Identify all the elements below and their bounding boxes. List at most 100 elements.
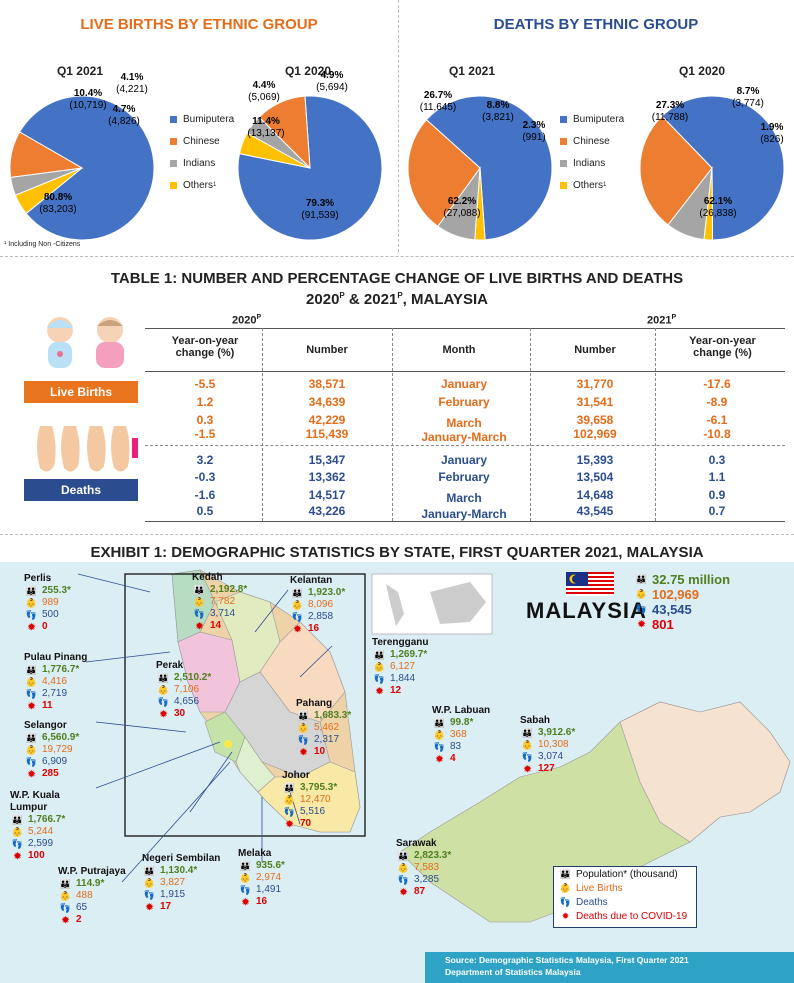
- pie-slice-chinese: [639, 115, 713, 226]
- legend-item-indians: Indians: [170, 152, 234, 174]
- state-deaths-row: 👣 1,915: [142, 889, 220, 901]
- slice-value-label: (83,203): [39, 204, 76, 215]
- table-rule-bottom: [145, 521, 785, 522]
- covid-icon: ✹: [13, 851, 22, 861]
- deaths-cell: 0.9: [708, 488, 726, 502]
- state-deaths-value: 3,285: [414, 874, 440, 885]
- state-name: Pulau Pinang: [24, 652, 88, 663]
- legend-item-chinese: Chinese: [170, 130, 234, 152]
- state-births-row: 👶 10,308: [520, 739, 575, 751]
- state-covid-value: 100: [28, 850, 45, 861]
- state-population-row: 👪 3,795.3*: [282, 782, 337, 794]
- deaths-cell: 14,517: [308, 488, 346, 502]
- state-name: Terengganu: [372, 637, 429, 648]
- state-deaths-row: 👣 500: [24, 609, 71, 621]
- legend-swatch: [170, 181, 177, 189]
- state-births-row: 👶 7,583: [396, 862, 451, 874]
- malaysia-map: [77, 569, 791, 923]
- births-pie-2021: 80.8%(83,203) 10.4%(10,719) 4.1%(4,221) 4.7…: [9, 72, 155, 240]
- state-pahang: Pahang 👪 1,683.3* 👶 5,462 👣 2,317 ✹ 10: [296, 698, 351, 758]
- state-births-value: 19,729: [42, 744, 73, 755]
- state-name: Kelantan: [290, 575, 333, 586]
- baby-icon: 👶: [283, 795, 296, 805]
- deaths-cell: January: [440, 453, 488, 467]
- feet-icon: 👣: [291, 612, 304, 622]
- baby-icon: 👶: [635, 589, 648, 599]
- state-name: Negeri Sembilan: [142, 853, 221, 864]
- map-legend-deaths-label: Deaths: [576, 896, 608, 908]
- deaths-pie-2021: 62.2%(27,088) 26.7%(11,645) 8.8%(3,821) 2.3…: [407, 90, 553, 240]
- state-sarawak: Sarawak 👪 2,823.3* 👶 7,583 👣 3,285 ✹ 87: [396, 838, 451, 898]
- slice-pct-label: 62.1%: [704, 196, 732, 207]
- population-icon: 👪: [291, 588, 304, 598]
- state-deaths-row: 👣 1,844: [372, 673, 428, 685]
- live-births-cell: -1.5: [194, 427, 216, 441]
- table-col-divider: [655, 328, 656, 521]
- state-covid-value: 16: [308, 623, 320, 634]
- legend-superscript: 1: [603, 182, 607, 188]
- state-name: Perak: [156, 660, 184, 671]
- pie-slice-chinese: [258, 95, 311, 170]
- state-births-row: 👶 989: [24, 597, 71, 609]
- map-legend-population: 👪 Population* (thousand): [558, 867, 696, 881]
- col-header-number-2021: Number: [574, 344, 616, 356]
- state-perak: Perak 👪 2,510.2* 👶 7,106 👣 4,656 ✹ 30: [156, 660, 211, 720]
- deaths-cell: March: [446, 491, 482, 505]
- col-header-yoy-2021: Year-on-year change (%): [689, 335, 756, 359]
- state-deaths-row: 👣 83: [432, 741, 490, 753]
- state-deaths-row: 👣 6,909: [24, 756, 79, 768]
- deaths-cell: 15,393: [576, 453, 614, 467]
- year-2021-header: 2021P: [647, 314, 676, 327]
- covid-icon: ✹: [399, 887, 408, 897]
- deaths-pie-2020-label: Q1 2020: [678, 64, 726, 78]
- population-icon: 👪: [59, 879, 72, 889]
- col-header-yoy-2020: Year-on-year change (%): [171, 335, 239, 359]
- population-icon: 👪: [433, 718, 446, 728]
- state-births-row: 👶 4,416: [24, 676, 87, 688]
- covid-icon: ✹: [561, 910, 570, 921]
- state-name: Sabah: [520, 715, 551, 726]
- legend-label: Chinese: [573, 135, 610, 147]
- state-name: W.P. Kuala Lumpur: [10, 790, 60, 813]
- state-births-row: 👶 7,782: [192, 596, 247, 608]
- state-covid-value: 4: [450, 753, 456, 764]
- table-rule-mid: [145, 445, 785, 446]
- state-births-value: 3,827: [160, 877, 186, 888]
- feet-icon: 👣: [373, 674, 386, 684]
- feet-icon: 👣: [193, 609, 206, 619]
- slice-value-label: (3,774): [732, 98, 764, 109]
- slice-value-label: (5,069): [248, 92, 280, 103]
- baby-icon: 👶: [373, 662, 386, 672]
- state-births-value: 5,244: [28, 826, 54, 837]
- state-name: Sarawak: [396, 838, 437, 849]
- slice-value-label: (4,826): [108, 116, 140, 127]
- title-year-2021: & 2021: [344, 291, 398, 308]
- year-sup: P: [256, 314, 262, 321]
- state-covid-value: 17: [160, 901, 172, 912]
- live-births-cell: 34,639: [308, 395, 346, 409]
- covid-icon: ✹: [637, 619, 646, 629]
- deaths-cell: 0.3: [708, 453, 726, 467]
- baby-icon: 👶: [157, 685, 170, 695]
- col-header-number-2020: Number: [306, 344, 348, 356]
- state-births-value: 368: [450, 729, 467, 740]
- legend-item-indians: Indians: [560, 152, 624, 174]
- state-births-value: 7,782: [210, 596, 236, 607]
- deaths-cell: 43,545: [576, 504, 614, 518]
- state-deaths-row: 👣 2,317: [296, 734, 351, 746]
- state-population-row: 👪 2,192.8*: [192, 584, 247, 596]
- feet-icon: 👣: [11, 839, 24, 849]
- state-births-value: 6,127: [390, 661, 416, 672]
- baby-icon: 👶: [291, 600, 304, 610]
- map-legend-births: 👶 Live Births: [558, 881, 696, 895]
- state-population-row: 👪 1,923.0*: [290, 587, 345, 599]
- state-population-row: 👪 1,776.7*: [24, 664, 87, 676]
- state-deaths-value: 3,714: [210, 608, 236, 619]
- state-births-row: 👶 3,827: [142, 877, 220, 889]
- feet-icon: 👣: [25, 610, 38, 620]
- state-births-row: 👶 7,106: [156, 684, 211, 696]
- year-2021-text: 2021: [647, 314, 672, 327]
- slice-pct-label: 62.2%: [448, 196, 476, 207]
- state-births-value: 10,308: [538, 739, 569, 750]
- population-icon: 👪: [283, 783, 296, 793]
